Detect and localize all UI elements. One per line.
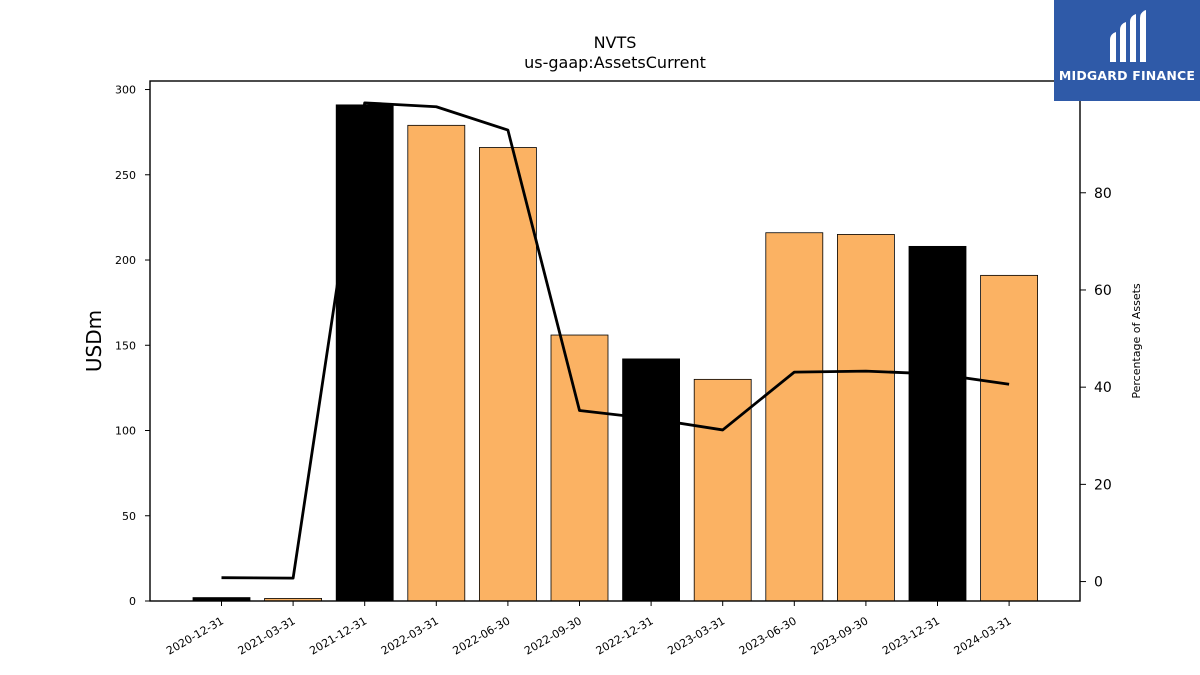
y-tick-label-300: 300 (115, 84, 136, 97)
percentage-line (221, 101, 1010, 580)
bar-2021-12-31 (335, 104, 394, 602)
bar-2022-03-31 (407, 124, 466, 602)
bar-2022-09-30 (550, 334, 609, 602)
bar-2022-06-30 (478, 147, 537, 602)
x-tick-label-2023-09-30: 2023-09-30 (809, 614, 871, 657)
x-tick-label-2021-12-31: 2021-12-31 (307, 614, 369, 657)
chart-subtitle: us-gaap:AssetsCurrent (524, 53, 706, 72)
y-tick-label-0: 0 (129, 595, 136, 608)
logo-text: MIDGARD FINANCE (1058, 68, 1196, 83)
x-tick-label-2020-12-31: 2020-12-31 (164, 614, 226, 657)
x-tick-label-2022-03-31: 2022-03-31 (379, 614, 441, 657)
y-tick-label-50: 50 (122, 510, 136, 523)
y2-tick-label-0: 0 (1094, 575, 1103, 591)
bar-2023-09-30 (837, 234, 895, 602)
chart-title: NVTS (594, 33, 637, 52)
midgard-logo-icon (1110, 10, 1146, 62)
x-tick-label-2023-03-31: 2023-03-31 (665, 614, 727, 657)
y-axis-label: USDm (82, 310, 106, 372)
bar-2024-03-31 (980, 274, 1038, 602)
bar-2023-06-30 (765, 232, 824, 602)
plot-frame (149, 80, 1081, 602)
x-tick-label-2023-06-30: 2023-06-30 (737, 614, 799, 657)
y-tick-label-200: 200 (115, 254, 136, 267)
y2-tick-label-80: 80 (1094, 186, 1112, 202)
bar-2023-12-31 (908, 245, 967, 602)
bar-2022-12-31 (622, 358, 680, 602)
x-tick-label-2022-09-30: 2022-09-30 (522, 614, 584, 657)
x-tick-label-2022-12-31: 2022-12-31 (594, 614, 656, 657)
x-tick-label-2022-06-30: 2022-06-30 (451, 614, 513, 657)
y2-tick-label-40: 40 (1094, 380, 1112, 396)
y-tick-label-150: 150 (115, 339, 136, 352)
y-tick-label-250: 250 (115, 169, 136, 182)
y-tick-label-100: 100 (115, 425, 136, 438)
y2-tick-label-20: 20 (1094, 477, 1112, 493)
x-tick-label-2024-03-31: 2024-03-31 (952, 614, 1014, 657)
y2-tick-label-60: 60 (1094, 283, 1112, 299)
x-tick-label-2021-03-31: 2021-03-31 (236, 614, 298, 657)
x-tick-label-2023-12-31: 2023-12-31 (880, 614, 942, 657)
y2-axis-label: Percentage of Assets (1130, 283, 1143, 399)
midgard-finance-logo: MIDGARD FINANCE (1054, 0, 1200, 101)
